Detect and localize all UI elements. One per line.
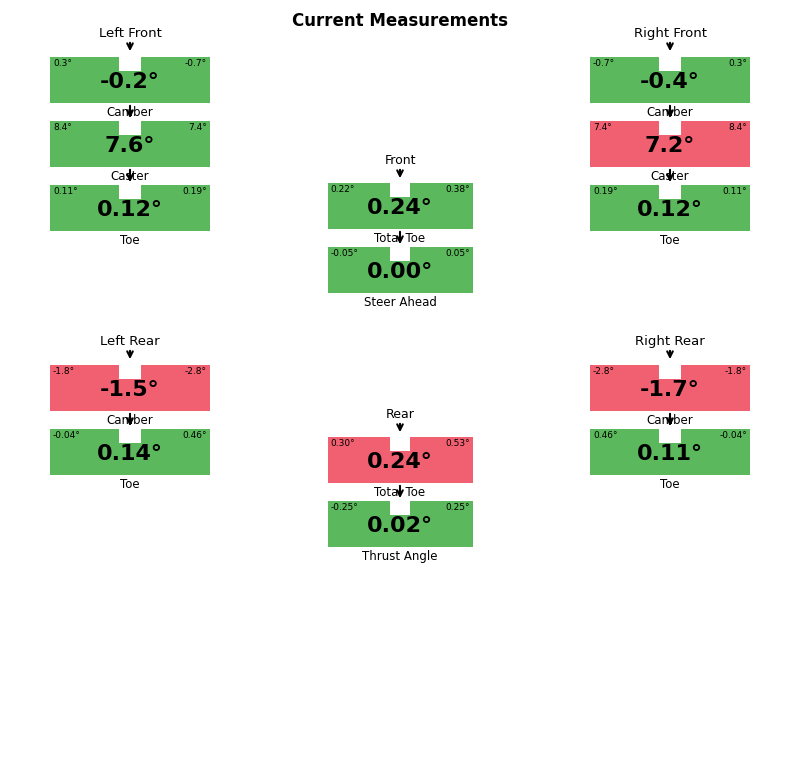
- Text: Front: Front: [384, 154, 416, 167]
- Text: -0.04°: -0.04°: [53, 431, 81, 440]
- Text: -1.7°: -1.7°: [640, 380, 700, 400]
- Text: 0.22°: 0.22°: [330, 185, 355, 194]
- Text: -1.5°: -1.5°: [100, 380, 160, 400]
- Text: Rear: Rear: [386, 408, 414, 421]
- Polygon shape: [590, 121, 750, 167]
- Text: -0.7°: -0.7°: [185, 59, 207, 68]
- Polygon shape: [50, 429, 210, 475]
- Polygon shape: [327, 247, 473, 293]
- Text: 0.11°: 0.11°: [637, 444, 703, 464]
- Polygon shape: [590, 185, 750, 231]
- Text: Toe: Toe: [660, 478, 680, 491]
- Text: 8.4°: 8.4°: [53, 123, 72, 132]
- Text: 0.3°: 0.3°: [728, 59, 747, 68]
- Text: Caster: Caster: [110, 170, 150, 183]
- Polygon shape: [327, 183, 473, 229]
- Polygon shape: [590, 365, 750, 411]
- Text: Camber: Camber: [646, 414, 694, 427]
- Text: 0.24°: 0.24°: [367, 198, 433, 218]
- Text: 0.11°: 0.11°: [722, 187, 747, 196]
- Text: 7.4°: 7.4°: [593, 123, 612, 132]
- Text: -0.04°: -0.04°: [719, 431, 747, 440]
- Text: 0.25°: 0.25°: [445, 503, 470, 512]
- Text: Toe: Toe: [660, 234, 680, 247]
- Text: Steer Ahead: Steer Ahead: [363, 296, 437, 309]
- Text: Left Front: Left Front: [98, 27, 162, 40]
- Text: Total Toe: Total Toe: [374, 486, 426, 499]
- Text: Camber: Camber: [106, 414, 154, 427]
- Text: 0.38°: 0.38°: [445, 185, 470, 194]
- Text: 7.4°: 7.4°: [188, 123, 207, 132]
- Polygon shape: [50, 365, 210, 411]
- Polygon shape: [590, 57, 750, 103]
- Polygon shape: [50, 121, 210, 167]
- Polygon shape: [50, 185, 210, 231]
- Text: Right Rear: Right Rear: [635, 335, 705, 348]
- Text: 0.14°: 0.14°: [97, 444, 163, 464]
- Text: -2.8°: -2.8°: [185, 367, 207, 376]
- Polygon shape: [327, 501, 473, 547]
- Text: 7.2°: 7.2°: [645, 136, 695, 156]
- Polygon shape: [590, 429, 750, 475]
- Text: 0.46°: 0.46°: [593, 431, 618, 440]
- Text: 0.02°: 0.02°: [367, 516, 433, 536]
- Text: Toe: Toe: [120, 478, 140, 491]
- Text: Thrust Angle: Thrust Angle: [362, 550, 438, 563]
- Text: 0.30°: 0.30°: [330, 439, 355, 448]
- Polygon shape: [327, 437, 473, 483]
- Text: 8.4°: 8.4°: [728, 123, 747, 132]
- Text: 0.53°: 0.53°: [445, 439, 470, 448]
- Polygon shape: [50, 57, 210, 103]
- Text: Camber: Camber: [646, 106, 694, 119]
- Text: 0.46°: 0.46°: [182, 431, 207, 440]
- Text: -1.8°: -1.8°: [53, 367, 75, 376]
- Text: 7.6°: 7.6°: [105, 136, 155, 156]
- Text: 0.12°: 0.12°: [637, 200, 703, 220]
- Text: -0.4°: -0.4°: [640, 72, 700, 92]
- Text: Right Front: Right Front: [634, 27, 706, 40]
- Text: -0.25°: -0.25°: [330, 503, 358, 512]
- Text: Left Rear: Left Rear: [100, 335, 160, 348]
- Text: 0.19°: 0.19°: [593, 187, 618, 196]
- Text: 0.12°: 0.12°: [97, 200, 163, 220]
- Text: -0.2°: -0.2°: [100, 72, 160, 92]
- Text: Total Toe: Total Toe: [374, 232, 426, 245]
- Text: Current Measurements: Current Measurements: [292, 12, 508, 30]
- Text: -1.8°: -1.8°: [725, 367, 747, 376]
- Text: -0.7°: -0.7°: [593, 59, 615, 68]
- Text: 0.00°: 0.00°: [367, 262, 433, 282]
- Text: -2.8°: -2.8°: [593, 367, 615, 376]
- Text: Camber: Camber: [106, 106, 154, 119]
- Text: Toe: Toe: [120, 234, 140, 247]
- Text: 0.11°: 0.11°: [53, 187, 78, 196]
- Text: 0.05°: 0.05°: [445, 249, 470, 258]
- Text: 0.3°: 0.3°: [53, 59, 72, 68]
- Text: 0.24°: 0.24°: [367, 452, 433, 472]
- Text: -0.05°: -0.05°: [330, 249, 358, 258]
- Text: Caster: Caster: [650, 170, 690, 183]
- Text: 0.19°: 0.19°: [182, 187, 207, 196]
